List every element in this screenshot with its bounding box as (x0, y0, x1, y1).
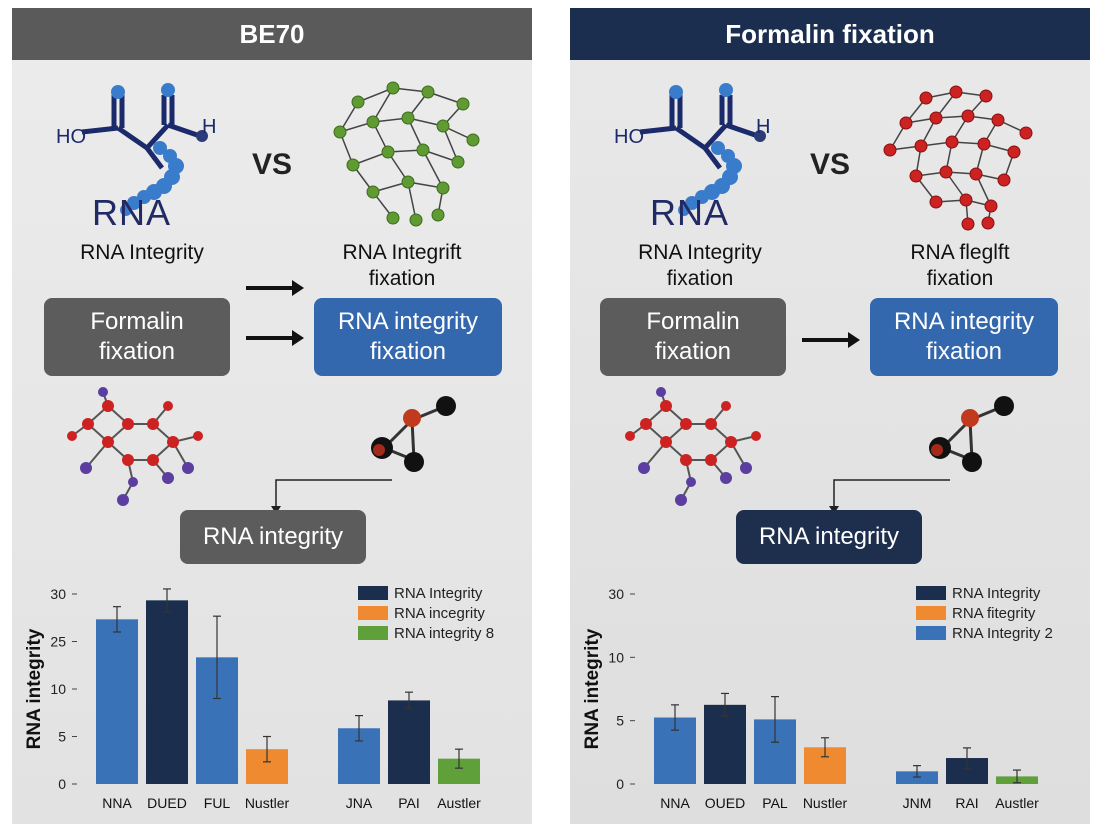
red-ring-molecule (625, 387, 761, 506)
black-triangle-molecule (371, 396, 456, 472)
hydroxyl-label-left: HO (614, 126, 644, 148)
box-line-1: RNA integrity (893, 308, 1035, 335)
left-header: BE70 (12, 8, 532, 60)
left-bar-chart: RNA integrity 0 5 10 25 30 NNA DUED FUL Nustler JN… (18, 578, 526, 818)
box-line-1: Formalin (90, 308, 184, 335)
legend-label: RNA Integrity (394, 585, 483, 602)
rna-integrity-fixation-box: RNA integrity fixation (870, 298, 1058, 376)
y-tick-label: 10 (608, 649, 624, 665)
box-line-2: fixation (925, 338, 1003, 365)
y-tick-label: 5 (58, 729, 66, 745)
rna-molecule-illustration (639, 83, 766, 216)
x-tick-label: DUED (147, 795, 187, 811)
x-tick-label: Austler (437, 795, 481, 811)
rna-text: RNA (650, 192, 730, 233)
x-tick-label: NNA (660, 795, 690, 811)
green-molecule-network (333, 81, 480, 227)
legend-swatch (358, 586, 388, 600)
left-panel: BE70 HO H RNA VS (12, 8, 532, 824)
legend-label: RNA Integrity (952, 585, 1041, 602)
rna-integrity-label: RNA Integrity (80, 241, 204, 264)
right-chart-svg: RNA integrity 0 5 10 30 NNA OUED PAL Nustler JNM R… (582, 585, 1053, 811)
box-line-2: fixation (369, 338, 447, 365)
y-tick-label: 0 (616, 776, 624, 792)
label-line-2: fixation (926, 267, 994, 290)
box-line-1: RNA integrity (337, 308, 479, 335)
rna-integrity-fixation-label: RNA Integrity fixation (600, 240, 800, 292)
label-line-1: RNA Integrift (342, 241, 462, 264)
bar-oued (704, 704, 746, 784)
legend-label: RNA Integrity 2 (952, 625, 1053, 642)
y-tick-label: 0 (58, 776, 66, 792)
legend-label: RNA incegrity (394, 605, 485, 622)
x-tick-label: Nustler (245, 795, 290, 811)
hydrogen-label-right: H (756, 116, 771, 138)
x-tick-label: JNA (346, 795, 373, 811)
right-bar-chart: RNA integrity 0 5 10 30 NNA OUED PAL Nustler JNM R… (576, 578, 1084, 818)
formalin-fixation-box: Formalin fixation (600, 298, 786, 376)
rna-integrity-box: RNA integrity (180, 510, 366, 564)
y-tick-label: 10 (50, 681, 66, 697)
x-tick-label: NNA (102, 795, 132, 811)
rna-integrity-fixation-box: RNA integrity fixation (314, 298, 502, 376)
rna-fleglft-label: RNA fleglft fixation (870, 240, 1050, 292)
rna-integrift-label: RNA Integrift fixation (312, 240, 492, 292)
x-tick-label: Austler (995, 795, 1039, 811)
y-tick-label: 30 (608, 586, 624, 602)
bar-pai (388, 700, 430, 784)
legend-label: RNA fitegrity (952, 605, 1036, 622)
x-tick-label: OUED (705, 795, 745, 811)
x-tick-label: PAL (762, 795, 788, 811)
legend-swatch (358, 606, 388, 620)
legend-swatch (358, 626, 388, 640)
vs-text: VS (252, 148, 293, 181)
x-tick-label: JNM (903, 795, 932, 811)
right-panel: Formalin fixation HO H RNA VS (570, 8, 1090, 824)
bar-dued (146, 600, 188, 784)
red-ring-molecule (67, 387, 203, 506)
hydroxyl-label-left: HO (56, 126, 86, 148)
x-tick-label: PAI (398, 795, 420, 811)
x-tick-label: Nustler (803, 795, 848, 811)
bar-nna (96, 619, 138, 784)
bar-jnm (896, 771, 938, 784)
y-tick-label: 25 (50, 634, 66, 650)
rna-integrity-box: RNA integrity (736, 510, 922, 564)
black-triangle-molecule (929, 396, 1014, 472)
legend-label: RNA integrity 8 (394, 625, 494, 642)
red-molecule-network (883, 85, 1033, 231)
legend-swatch (916, 606, 946, 620)
rna-text: RNA (92, 192, 172, 233)
vs-text: VS (810, 148, 851, 181)
label-line-2: fixation (666, 267, 734, 290)
label-line-2: fixation (368, 267, 436, 290)
legend-swatch (916, 626, 946, 640)
x-tick-label: FUL (204, 795, 231, 811)
label-line-1: RNA Integrity (638, 241, 762, 264)
y-tick-label: 5 (616, 713, 624, 729)
arrows (246, 280, 304, 346)
arrow (802, 332, 860, 348)
rna-molecule-illustration (81, 83, 208, 216)
y-axis-label: RNA integrity (582, 628, 603, 749)
box-line-2: fixation (98, 338, 176, 365)
label-line-1: RNA fleglft (910, 241, 1010, 264)
box-line-1: Formalin (646, 308, 740, 335)
right-header: Formalin fixation (570, 8, 1090, 60)
y-tick-label: 30 (50, 586, 66, 602)
legend-swatch (916, 586, 946, 600)
hydrogen-label-right: H (202, 116, 217, 138)
x-tick-label: RAI (955, 795, 978, 811)
formalin-fixation-box: Formalin fixation (44, 298, 230, 376)
box-line-2: fixation (654, 338, 732, 365)
y-axis-label: RNA integrity (24, 628, 45, 749)
left-chart-svg: RNA integrity 0 5 10 25 30 NNA DUED FUL Nustler JN… (24, 585, 494, 811)
